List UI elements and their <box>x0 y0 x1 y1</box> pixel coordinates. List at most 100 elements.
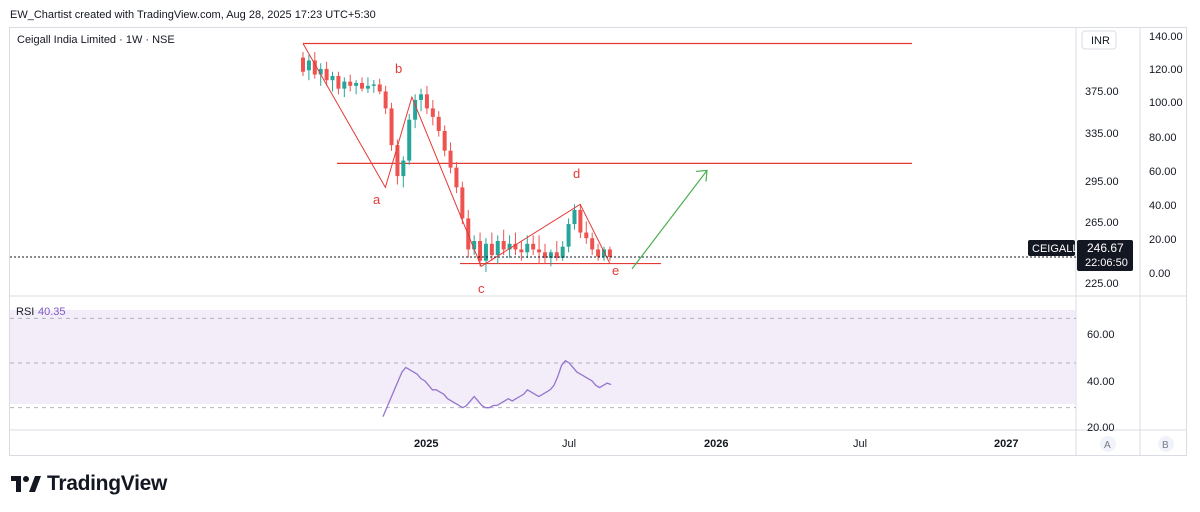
percent-tick: 80.00 <box>1149 132 1177 144</box>
candle-body <box>301 57 305 72</box>
wave-label-a: a <box>373 192 381 207</box>
percent-tick: 100.00 <box>1149 97 1183 109</box>
rsi-tick: 40.00 <box>1087 376 1115 388</box>
candle-body <box>507 243 512 250</box>
candle-body <box>413 99 418 120</box>
candle-body <box>395 145 400 177</box>
candle-body <box>548 252 553 258</box>
candle-body <box>318 68 323 75</box>
price-tick: 375.00 <box>1085 86 1119 98</box>
price-tick: 225.00 <box>1085 278 1119 290</box>
candle-body <box>542 252 547 258</box>
candle-body <box>407 119 412 161</box>
projection-arrow-head <box>695 169 708 182</box>
candle-body <box>590 238 595 250</box>
tradingview-logo-icon <box>11 476 41 492</box>
chart-frame <box>9 27 1187 456</box>
candle-body <box>513 243 518 250</box>
chart-credit-header: EW_Chartist created with TradingView.com… <box>10 9 376 21</box>
candle-body <box>531 243 536 250</box>
time-label: Jul <box>562 438 576 450</box>
candle-body <box>478 240 483 261</box>
candle-body <box>348 81 353 86</box>
horizontal-levels[interactable] <box>303 42 912 265</box>
candle-body <box>377 84 382 92</box>
candle-body <box>360 83 365 89</box>
rsi-tick: 60.00 <box>1087 329 1115 341</box>
wave-label-b: b <box>395 61 402 76</box>
candle-body <box>501 240 506 250</box>
rsi-axis[interactable]: 60.00 40.00 20.00 <box>1087 329 1115 434</box>
candle-body <box>365 85 370 89</box>
symbol-title[interactable]: Ceigall India Limited · 1W · NSE <box>17 34 175 46</box>
scale-button-b[interactable] <box>1158 436 1174 452</box>
candle-body <box>436 116 441 131</box>
candle-body <box>401 160 406 177</box>
candle-body <box>330 75 335 81</box>
candle-body <box>525 243 530 253</box>
candle-body <box>454 167 459 188</box>
time-label: Jul <box>853 438 867 450</box>
candle-body <box>554 252 559 258</box>
candle-body <box>596 249 601 257</box>
projection-arrow[interactable] <box>631 169 708 270</box>
rsi-label: RSI <box>16 306 34 318</box>
ticker-tag-label: CEIGALL <box>1032 243 1078 255</box>
candle-body <box>336 75 341 89</box>
scale-button-a[interactable] <box>1100 436 1116 452</box>
projection-arrow-line <box>631 170 708 270</box>
wave-label-c: c <box>478 281 485 296</box>
rsi-band <box>10 310 1076 404</box>
time-axis[interactable]: 2025 Jul 2026 Jul 2027 <box>414 438 1018 450</box>
percent-tick: 40.00 <box>1149 200 1177 212</box>
percent-tick: 20.00 <box>1149 234 1177 246</box>
percent-axis[interactable]: 140.00 120.00 100.00 80.00 60.00 40.00 2… <box>1149 31 1183 280</box>
price-tick: 335.00 <box>1085 128 1119 140</box>
wave-label-d: d <box>573 166 580 181</box>
candle-body <box>448 150 453 168</box>
percent-tick: 140.00 <box>1149 31 1183 43</box>
wave-label-e: e <box>612 263 619 278</box>
price-pane[interactable] <box>10 28 1076 296</box>
candle-body <box>342 81 347 89</box>
candle-body <box>312 60 317 75</box>
scale-button-b-label: B <box>1162 440 1169 451</box>
candle-body <box>371 84 376 86</box>
candle-body <box>519 249 524 253</box>
candlestick-series <box>301 51 612 273</box>
rsi-line <box>382 359 612 417</box>
candle-body <box>566 224 571 247</box>
candle-body <box>430 108 435 117</box>
candle-body <box>306 60 311 71</box>
tradingview-logo-text: TradingView <box>47 472 168 495</box>
candle-body <box>460 187 465 219</box>
currency-button[interactable] <box>1081 30 1117 50</box>
percent-tick: 60.00 <box>1149 166 1177 178</box>
time-label: 2027 <box>994 438 1018 450</box>
price-tick: 265.00 <box>1085 217 1119 229</box>
candle-body <box>354 83 359 86</box>
rsi-level-lines <box>10 317 1076 409</box>
time-label: 2025 <box>414 438 438 450</box>
candle-body <box>472 240 477 250</box>
percent-tick: 0.00 <box>1149 268 1170 280</box>
candle-body <box>383 91 388 109</box>
bar-countdown: 22:06:50 <box>1085 257 1128 269</box>
rsi-value: 40.35 <box>38 306 66 318</box>
last-price-value: 246.67 <box>1087 241 1124 255</box>
candle-body <box>442 130 447 151</box>
currency-label: INR <box>1091 35 1110 47</box>
candle-body <box>560 246 565 258</box>
percent-tick: 120.00 <box>1149 64 1183 76</box>
time-label: 2026 <box>704 438 728 450</box>
price-axis[interactable]: 375.00 335.00 295.00 265.00 225.00 <box>1085 86 1119 290</box>
wave-path[interactable] <box>302 43 611 268</box>
tradingview-logo[interactable]: TradingView <box>11 472 167 496</box>
candle-body <box>607 249 612 257</box>
price-tick: 295.00 <box>1085 176 1119 188</box>
candle-body <box>424 94 429 109</box>
candle-body <box>389 108 394 146</box>
candle-body <box>584 232 589 239</box>
candle-body <box>601 249 606 257</box>
